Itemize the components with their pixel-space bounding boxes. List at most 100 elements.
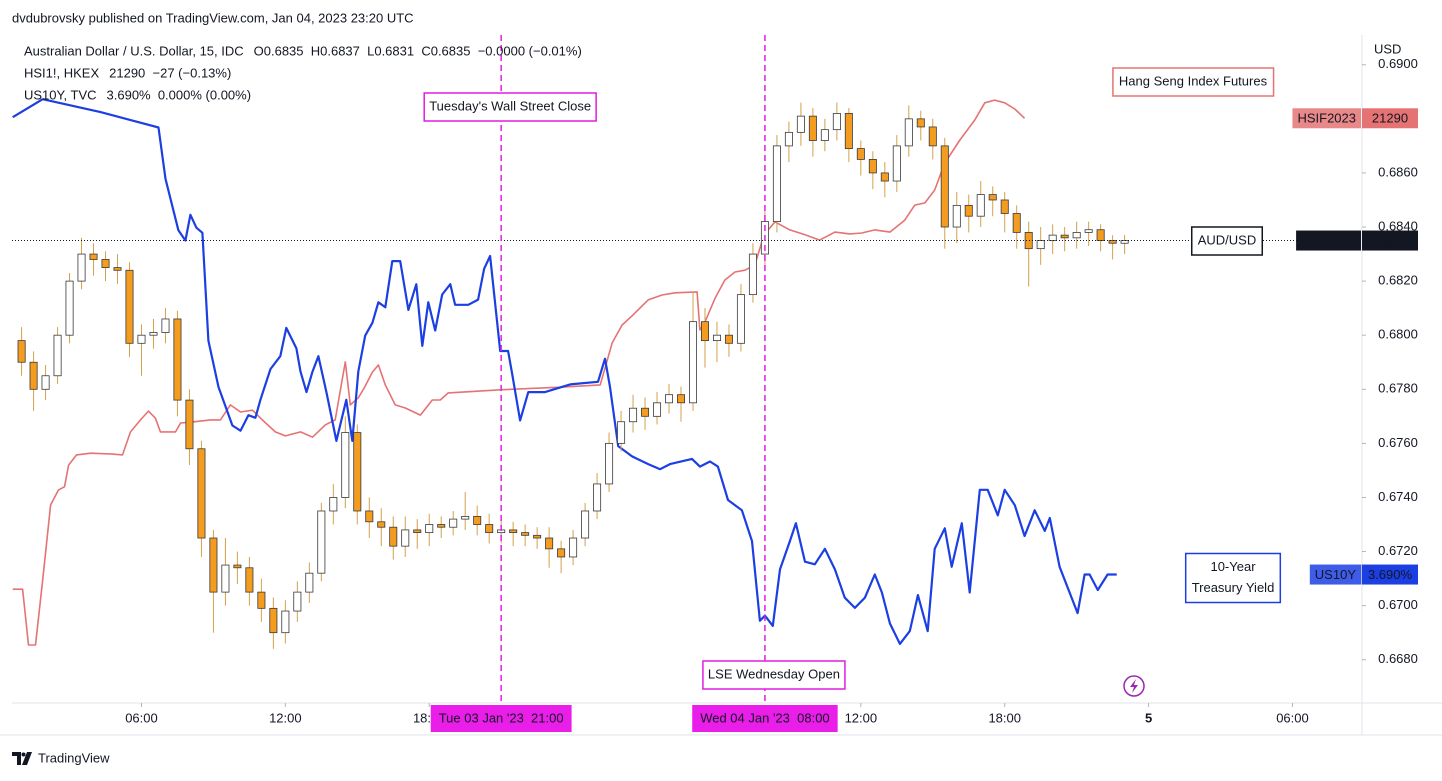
candle-body — [1048, 234, 1057, 241]
event-time-label: Tue 03 Jan '23 21:00 — [439, 710, 564, 725]
candle-body — [125, 269, 134, 344]
y-tick-label: 0.6800 — [1378, 327, 1418, 342]
candle-body — [281, 610, 290, 634]
line-series — [12, 99, 1026, 646]
y-tick-label: 0.6720 — [1378, 543, 1418, 558]
event-time-label: Wed 04 Jan '23 08:00 — [700, 710, 829, 725]
price-tag-value: 0.6835 — [1370, 233, 1410, 248]
candle-body — [1108, 240, 1117, 244]
event-label-box — [702, 660, 846, 690]
candle-body — [736, 294, 745, 344]
event-time-box — [692, 705, 838, 732]
candle-body — [365, 510, 374, 523]
candle-body — [964, 204, 973, 217]
candle-body — [101, 259, 110, 268]
price-tag-symbol-box — [1292, 108, 1361, 129]
event-label-box — [423, 92, 597, 122]
series-callout: Hang Seng Index Futures — [1112, 67, 1275, 97]
candle-body — [1036, 240, 1045, 250]
candle-body — [317, 510, 326, 574]
candle-body — [137, 334, 146, 344]
price-tag-value: 21290 — [1372, 111, 1408, 126]
line-series — [12, 98, 1117, 645]
event-time-box — [430, 705, 572, 732]
candle-body — [341, 432, 350, 498]
event-label: Tuesday's Wall Street Close — [429, 98, 591, 113]
candle-body — [712, 334, 721, 342]
candle-body — [856, 148, 865, 160]
candle-body — [784, 131, 793, 147]
legend-name: US10Y, TVC — [24, 87, 97, 102]
x-tick-label: 18:00 — [988, 710, 1021, 725]
candle-body — [473, 515, 482, 525]
event-label: LSE Wednesday Open — [708, 666, 840, 681]
price-tag-symbol: US10Y — [1315, 567, 1357, 582]
candle-body — [449, 518, 458, 528]
candle-body — [53, 334, 62, 377]
price-tag-symbol-box — [1309, 564, 1362, 585]
candle-body — [832, 113, 841, 131]
candle-body — [149, 332, 158, 336]
x-tick-label: 12:00 — [269, 710, 302, 725]
price-axis-unit: USD — [1374, 41, 1401, 56]
callout-text: Treasury Yield — [1192, 580, 1275, 595]
candle-body — [665, 394, 674, 404]
plot-area — [12, 98, 1129, 649]
price-tag-box — [1362, 108, 1418, 129]
candle-body — [425, 524, 434, 534]
price-tag-symbol: AUDUSD — [1301, 233, 1356, 248]
candle-body — [904, 118, 913, 147]
x-tick-label: 5 — [1145, 710, 1152, 725]
candle-body — [437, 524, 446, 528]
candle-body — [185, 399, 194, 450]
candle-body — [892, 145, 901, 182]
candle-body — [545, 537, 554, 550]
candle-body — [748, 253, 757, 296]
legend-name: HSI1!, HKEX — [24, 65, 99, 80]
candle-body — [808, 115, 817, 141]
candle-body — [113, 267, 122, 271]
candle-body — [1084, 229, 1093, 233]
callout-text: 10-Year — [1210, 559, 1256, 574]
price-tag-box — [1362, 564, 1418, 585]
series-callout: AUD/USD — [1190, 226, 1264, 256]
y-tick-label: 0.6780 — [1378, 381, 1418, 396]
series-callout: 10-Year Treasury Yield — [1184, 552, 1282, 604]
candle-body — [796, 115, 805, 133]
candle-body — [485, 524, 494, 534]
callout-text: AUD/USD — [1198, 232, 1257, 247]
candle-body — [221, 564, 230, 593]
candle-body — [629, 407, 638, 423]
callout-box — [1112, 67, 1275, 97]
candle-body — [1012, 213, 1021, 233]
candle-body — [605, 442, 614, 485]
candle-body — [677, 394, 686, 404]
price-tag-value: 3.690% — [1368, 567, 1413, 582]
candle-body — [41, 375, 50, 390]
y-tick-label: 0.6820 — [1378, 273, 1418, 288]
candle-body — [880, 172, 889, 182]
candle-body — [401, 529, 410, 547]
candle-body — [952, 204, 961, 228]
price-tag-symbol: HSIF2023 — [1297, 111, 1356, 126]
candle-body — [976, 194, 985, 217]
candle-body — [329, 497, 338, 512]
legend-values: O0.6835 H0.6837 L0.6831 C0.6835 −0.0000 … — [254, 43, 582, 58]
events-icon — [1123, 675, 1145, 697]
x-tick-label: 12:00 — [845, 710, 878, 725]
candle-body — [89, 253, 98, 260]
callout-box — [1184, 552, 1282, 604]
candle-body — [1060, 234, 1069, 239]
candle-body — [197, 448, 206, 539]
y-tick-label: 0.6840 — [1378, 218, 1418, 233]
y-tick-label: 0.6900 — [1378, 56, 1418, 71]
legend-values: 3.690% 0.000% (0.00%) — [107, 87, 252, 102]
candle-body — [269, 607, 278, 634]
candle-body — [245, 567, 254, 593]
candle-body — [617, 421, 626, 444]
candle-body — [1120, 240, 1129, 244]
candle-body — [389, 526, 398, 547]
callout-box — [1190, 226, 1264, 256]
price-tag-symbol-box — [1296, 230, 1361, 251]
